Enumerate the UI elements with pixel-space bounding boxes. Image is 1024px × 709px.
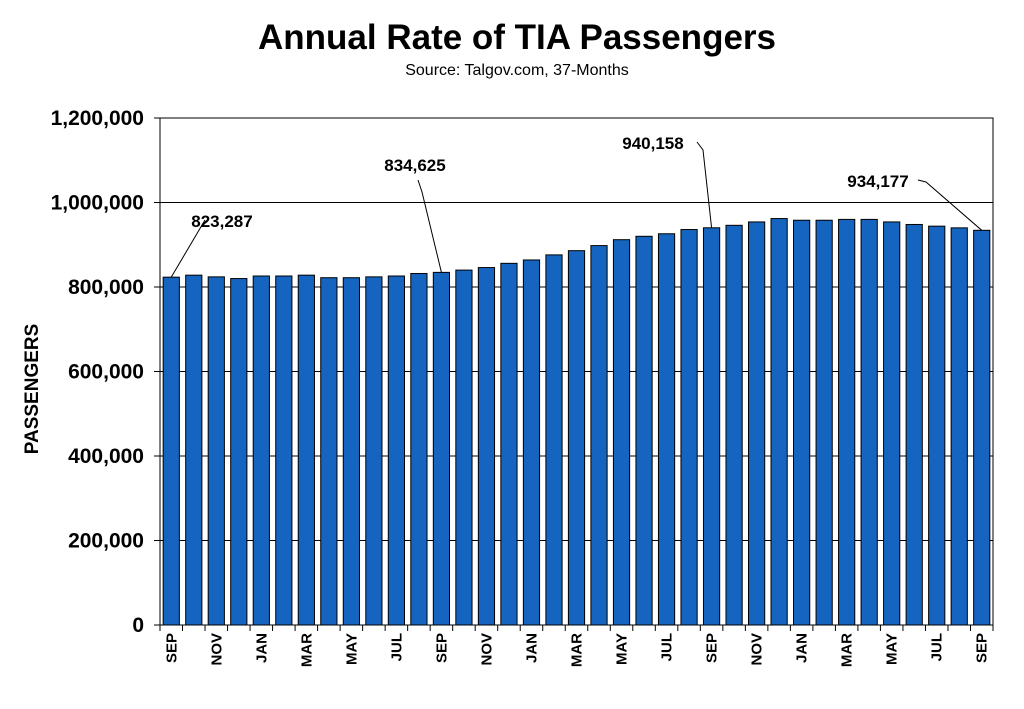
bar	[432, 271, 451, 626]
data-annotations: 823,287 834,625 940,158 934,177	[170, 134, 983, 278]
bar	[905, 223, 923, 626]
bar	[387, 275, 405, 626]
annotation-leader-line	[696, 141, 713, 228]
bar	[162, 276, 180, 626]
data-label: 940,158	[622, 134, 683, 153]
x-tick-label: JAN	[794, 633, 811, 663]
bar	[973, 229, 991, 626]
bar	[883, 221, 901, 626]
bar	[770, 218, 788, 626]
y-tick-label: 1,200,000	[51, 107, 144, 130]
x-tick-label: NOV	[749, 633, 766, 666]
bar	[950, 227, 968, 626]
x-tick-label: SEP	[433, 633, 450, 663]
annotation-leader-line	[170, 219, 206, 278]
bar	[185, 274, 203, 626]
y-tick-label: 1,000,000	[51, 192, 144, 215]
annotation-leader-line	[417, 179, 442, 273]
data-label: 834,625	[384, 156, 445, 175]
x-tick-label: NOV	[478, 633, 495, 666]
y-axis-ticks: 0 200,000 400,000 600,000 800,000 1,000,000 1,…	[51, 107, 160, 637]
bar	[252, 275, 270, 626]
x-tick-label: JUL	[929, 633, 946, 661]
y-tick-label: 400,000	[68, 445, 144, 468]
bar	[500, 262, 518, 626]
bar	[793, 219, 811, 626]
bar	[680, 229, 698, 626]
bar	[207, 276, 225, 626]
bar	[455, 269, 473, 626]
chart-title: Annual Rate of TIA Passengers	[258, 18, 776, 57]
bar	[297, 274, 315, 626]
bar	[815, 219, 833, 626]
x-tick-label: MAR	[569, 633, 586, 667]
x-tick-label: MAY	[614, 633, 631, 665]
x-tick-label: SEP	[163, 633, 180, 663]
bar	[320, 277, 338, 626]
y-axis-label: PASSENGERS	[22, 324, 43, 455]
annotation-leader-line	[917, 179, 983, 231]
bar	[545, 254, 563, 626]
x-axis-ticks: SEP NOV JAN MAR MAY JUL SEP NOV JAN MAR MAY JUL SEP N…	[159, 625, 994, 667]
bars	[162, 218, 991, 626]
x-tick-label: MAY	[343, 633, 360, 665]
x-tick-label: JAN	[523, 633, 540, 663]
bar	[342, 277, 360, 626]
bar	[230, 278, 248, 626]
bar	[928, 225, 946, 626]
data-label: 823,287	[191, 212, 252, 231]
bar	[838, 218, 856, 626]
y-tick-label: 800,000	[68, 276, 144, 299]
x-tick-label: JUL	[388, 633, 405, 661]
bar	[590, 245, 608, 626]
chart-subtitle: Source: Talgov.com, 37-Months	[405, 62, 629, 79]
bar	[860, 218, 878, 626]
x-tick-label: MAR	[298, 633, 315, 667]
x-tick-label: SEP	[704, 633, 721, 663]
bar	[522, 259, 541, 626]
bar	[635, 235, 653, 626]
bar	[365, 276, 383, 626]
bar	[612, 239, 631, 626]
y-tick-label: 200,000	[68, 530, 144, 553]
x-tick-label: MAY	[884, 633, 901, 665]
bar	[567, 250, 586, 626]
bar	[657, 233, 676, 626]
y-tick-label: 0	[132, 614, 144, 637]
x-tick-label: NOV	[208, 633, 225, 666]
bar	[725, 224, 743, 626]
bar	[702, 227, 721, 626]
bar	[275, 275, 293, 626]
data-label: 934,177	[847, 172, 908, 191]
x-tick-label: JUL	[659, 633, 676, 661]
x-tick-label: MAR	[839, 633, 856, 667]
x-tick-label: SEP	[974, 633, 991, 663]
x-tick-label: JAN	[253, 633, 270, 663]
bar	[477, 267, 496, 626]
y-tick-label: 600,000	[68, 361, 144, 384]
bar	[748, 221, 766, 626]
bar	[410, 272, 428, 626]
